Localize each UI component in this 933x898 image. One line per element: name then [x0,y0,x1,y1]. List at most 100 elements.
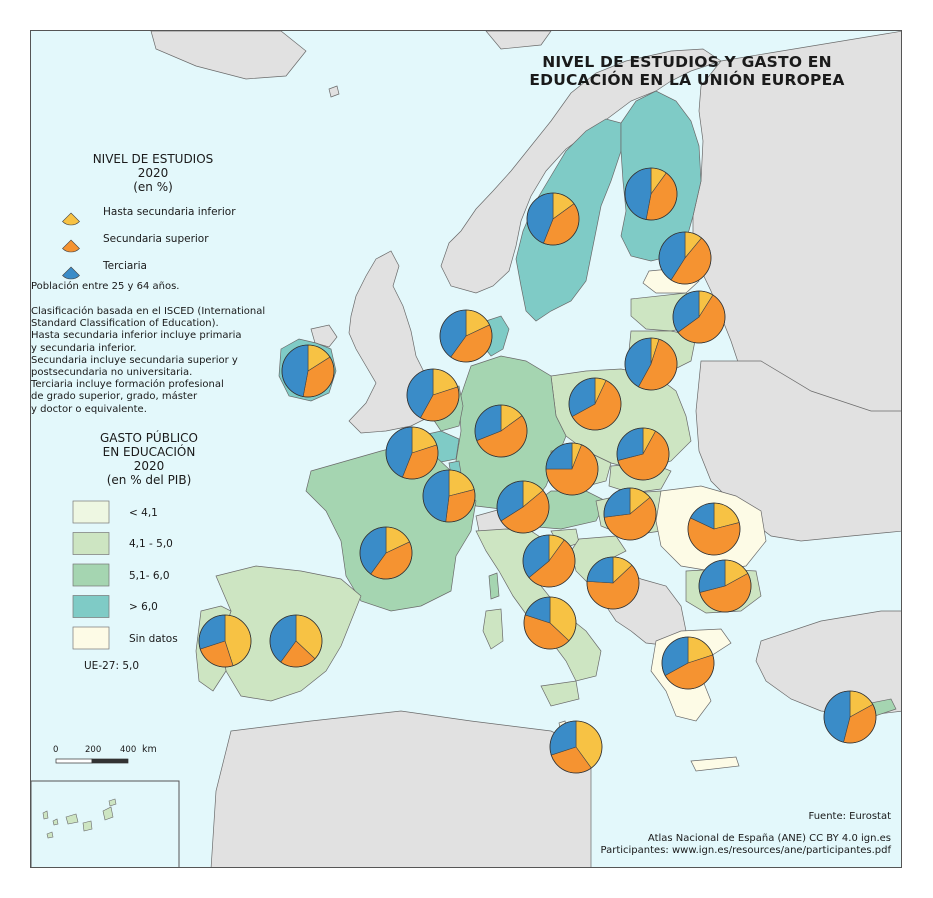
pie-belgium-outline [385,426,439,480]
la-gomera-shape [52,818,59,826]
legend-pie-label-tertiary: Terciaria [103,260,147,272]
legend-spend-swatch-0 [72,500,110,524]
sardinia-shape [482,608,504,650]
map-title-line1: NIVEL DE ESTUDIOS Y GASTO EN [542,53,832,71]
isced-note-line: Standard Classification of Education). [31,318,219,330]
pie-luxembourg-outline [422,469,476,523]
legend-spend-label-51-60: 5,1- 6,0 [129,570,170,582]
pie-czechia-outline [545,442,599,496]
isced-note-line: de grado superior, grado, máster [31,391,198,403]
isced-note-line: Clasificación basada en el ISCED (Intern… [31,306,266,317]
pie-estonia-outline [658,231,712,285]
pie-luxembourg [422,469,476,523]
legend-spend-label-lt41: < 4,1 [129,507,158,519]
legend-pie-heading: NIVEL DE ESTUDIOS 2020 (en %) [73,152,233,194]
north-africa-shape [210,710,592,867]
pie-czechia [545,442,599,496]
el-hierro-shape [46,831,54,839]
pie-france [359,526,413,580]
pie-denmark [439,309,493,363]
pie-hungary-outline [603,487,657,541]
isced-note-line: postsecundaria no universitaria. [31,367,193,379]
pie-hungary [603,487,657,541]
svalbard-shape [485,31,552,50]
fuerteventura-shape [102,806,114,821]
northern-ireland-shape [310,324,338,348]
pie-lithuania-outline [624,337,678,391]
legend-spend-heading: GASTO PÚBLICO EN EDUCACIÓN 2020 (en % de… [59,431,239,487]
pie-romania [687,502,741,556]
pie-bulgaria-outline [698,559,752,613]
pie-bulgaria [698,559,752,613]
legend-spend-swatch-1 [72,532,110,555]
isced-note-line: Secundaria incluye secundaria superior y [31,354,238,366]
pie-portugal-outline [198,614,252,668]
sicily-shape [540,680,580,707]
pie-romania-outline [687,502,741,556]
legend-spend-swatch-2 [72,563,110,587]
eu-average: UE-27: 5,0 [84,660,140,672]
pie-croatia [586,556,640,610]
pie-poland-outline [568,377,622,431]
pie-italy-outline [523,596,577,650]
ukraine-shape [695,360,901,542]
pie-latvia-outline [672,290,726,344]
legend-pie-icon-2 [62,266,80,280]
map-canvas [31,31,901,867]
pie-charts-layer [198,167,877,774]
faroe-shape [328,85,340,98]
pie-denmark-outline [439,309,493,363]
pie-cyprus [823,690,877,744]
pie-finland [624,167,678,221]
legend-pie-icon-0 [62,212,80,226]
pie-austria [496,480,550,534]
gran-canaria-shape [82,820,93,832]
pie-netherlands [406,368,460,422]
legend-spend-heading-line4: (en % del PIB) [106,473,192,487]
legend-spend-label-41-50: 4,1 - 5,0 [129,538,173,550]
legend-pie-icons [62,212,80,280]
isced-note-line: Terciaria incluye formación profesional [31,379,224,391]
pie-germany-outline [474,404,528,458]
legend-pie-heading-line3: (en %) [133,180,173,194]
crete-shape [690,756,740,772]
pie-slovakia-outline [616,427,670,481]
pie-belgium [385,426,439,480]
pie-sweden [526,192,580,246]
map-title-line2: EDUCACIÓN EN LA UNIÓN EUROPEA [529,71,845,89]
canary-inset [31,780,180,867]
pie-greece-outline [661,636,715,690]
legend-pie-label-upper: Secundaria superior [103,233,209,245]
isced-note-line: y secundaria inferior. [31,342,137,354]
isced-note-line: y doctor o equivalente. [31,403,147,415]
pie-malta-outline [549,720,603,774]
scale-unit: km [142,744,157,755]
pie-lithuania [624,337,678,391]
source: Fuente: Eurostat [808,811,892,822]
lanzarote-shape [108,798,117,807]
pie-croatia-outline [586,556,640,610]
legend-spend-swatch-4 [72,626,110,650]
pie-austria-outline [496,480,550,534]
isced-note: Clasificación basada en el ISCED (Intern… [31,306,281,416]
pie-ireland-outline [281,344,335,398]
pie-cyprus-outline [823,690,877,744]
credits: Atlas Nacional de España (ANE) CC BY 4.0… [591,833,891,857]
legend-spend-label-gt60: > 6,0 [129,601,158,613]
credits-line2: Participantes: www.ign.es/resources/ane/… [600,845,891,856]
pie-greece [661,636,715,690]
canary-inset-box [31,780,180,867]
pie-slovenia-outline [522,534,576,588]
pie-sweden-outline [526,192,580,246]
legend-pie-label-lower: Hasta secundaria inferior [103,206,236,218]
map-frame: NIVEL DE ESTUDIOS Y GASTO EN EDUCACIÓN E… [30,30,902,868]
pie-germany [474,404,528,458]
tenerife-shape [65,813,79,825]
scale-label-0: 0 [53,745,59,755]
legend-spend-heading-line3: 2020 [133,459,165,473]
pie-malta [549,720,603,774]
norway-shape [440,48,722,294]
scale-bar [55,758,129,764]
pie-finland-outline [624,167,678,221]
pie-slovakia [616,427,670,481]
